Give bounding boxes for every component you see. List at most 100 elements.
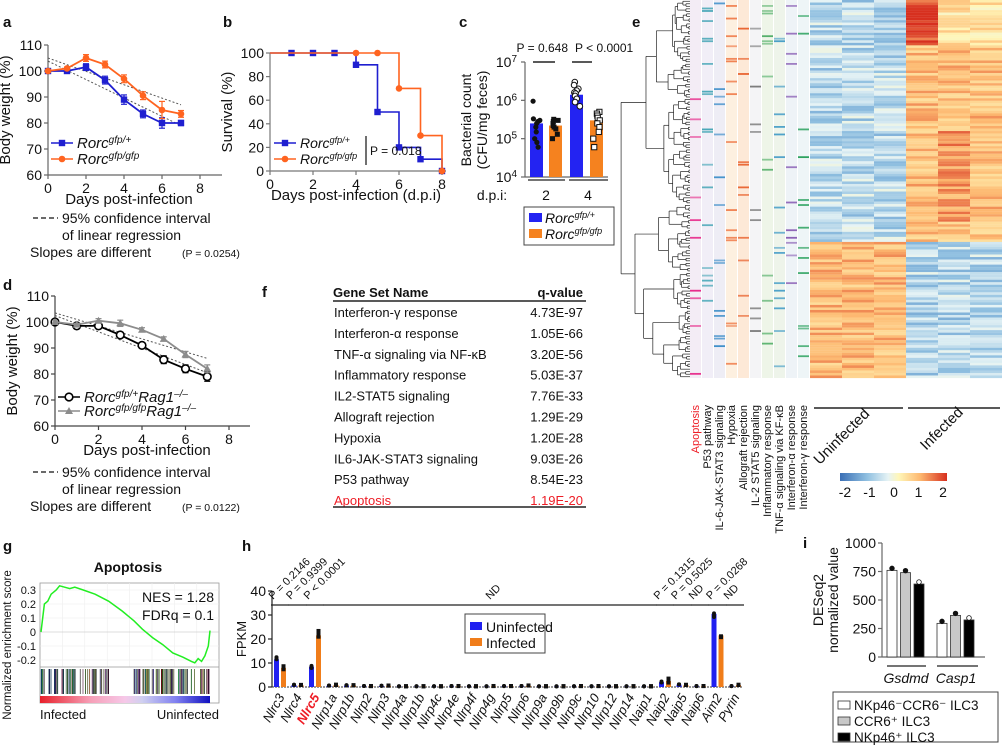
annotation-mark <box>726 362 737 365</box>
heatmap-cell <box>906 330 939 333</box>
heatmap-cell <box>938 294 971 298</box>
heatmap-cell <box>874 309 907 313</box>
heatmap-cell <box>842 347 875 351</box>
annotation-label: IL-6-JAK-STAT3 signaling <box>714 405 726 531</box>
x-tick-label: 2 <box>309 176 317 192</box>
y-axis-label: Normalized enrichment score <box>2 570 14 720</box>
heatmap-cell <box>874 60 907 64</box>
heatmap-cell <box>810 133 843 137</box>
heatmap-cell <box>906 289 939 293</box>
x-axis-label: Days post-infection (d.p.i) <box>271 187 441 204</box>
heatmap-cell <box>874 320 907 323</box>
heatmap-cell <box>906 131 939 134</box>
heatmap-cell <box>874 100 907 104</box>
legend-name: Rorc <box>545 226 575 242</box>
heatmap-cell <box>938 246 971 250</box>
heatmap-cell <box>906 231 939 235</box>
heatmap-cell <box>874 269 907 273</box>
heatmap-cell <box>810 37 843 41</box>
x-tick-label: 4 <box>120 180 128 196</box>
y-tick-label: 60 <box>33 418 49 434</box>
data-point <box>292 682 296 687</box>
heatmap-cell <box>970 264 1002 268</box>
heatmap-cell <box>810 194 843 197</box>
annotation-mark <box>726 239 737 242</box>
heatmap-cell <box>938 292 971 295</box>
heatmap-cell <box>874 221 907 225</box>
x-left-label: Infected <box>40 707 86 722</box>
annotation-mark <box>798 257 809 259</box>
data-point <box>334 682 338 687</box>
heatmap-cell <box>906 95 939 99</box>
heatmap-cell <box>810 30 843 33</box>
heatmap-cell <box>906 216 939 220</box>
y-tick-label: 80 <box>26 115 42 131</box>
heatmap-cell <box>842 360 875 363</box>
heatmap-cell <box>842 166 875 169</box>
annotation-mark <box>798 128 809 131</box>
heatmap-cell <box>970 173 1002 177</box>
x-tick-label: 8 <box>225 431 233 447</box>
heatmap-cell <box>810 304 843 308</box>
legend-sup: gfp/gfp <box>116 403 147 414</box>
heatmap-cell <box>874 183 907 187</box>
heatmap-cell <box>874 325 907 328</box>
heatmap-cell <box>874 55 907 59</box>
heatmap-cell <box>842 244 875 248</box>
heatmap-cell <box>810 168 843 172</box>
heatmap-cell <box>938 229 971 232</box>
annotation-mark <box>798 15 809 17</box>
data-point <box>101 76 109 84</box>
heatmap-cell <box>842 98 875 101</box>
heatmap-cell <box>970 176 1002 180</box>
heatmap-cell <box>842 239 875 243</box>
heatmap-cell <box>874 299 907 303</box>
heatmap-cell <box>938 65 971 69</box>
heatmap-cell <box>906 171 939 174</box>
heatmap-cell <box>970 100 1002 104</box>
heatmap-cell <box>970 37 1002 41</box>
heatmap-cell <box>938 209 971 212</box>
heatmap-cell <box>970 110 1002 114</box>
heatmap-cell <box>906 219 939 222</box>
y-tick-label: 750 <box>853 564 877 580</box>
data-point <box>649 684 653 689</box>
annotation-mark <box>774 126 785 128</box>
heatmap-cell <box>810 312 843 316</box>
annotation-track-3 <box>726 0 737 378</box>
heatmap-cell <box>938 249 971 253</box>
heatmap-cell <box>970 252 1002 255</box>
series-line-0 <box>48 66 181 124</box>
data-point <box>642 684 646 689</box>
heatmap-cell <box>874 239 907 243</box>
heatmap-cell <box>810 161 843 164</box>
heatmap-cell <box>970 246 1002 250</box>
data-point <box>439 684 443 689</box>
heatmap-cell <box>970 234 1002 237</box>
heatmap-cell <box>810 95 843 99</box>
heatmap-cell <box>970 55 1002 59</box>
heatmap-cell <box>874 209 907 212</box>
heatmap-cell <box>970 340 1002 343</box>
heatmap-cell <box>810 257 843 260</box>
heatmap-cell <box>938 103 971 106</box>
annotation-mark <box>726 60 737 63</box>
annotation-mark <box>798 355 809 358</box>
heatmap-cell <box>842 307 875 311</box>
annotation-mark <box>774 231 785 234</box>
heatmap-cell <box>970 335 1002 338</box>
data-point <box>607 684 611 689</box>
heatmap-cell <box>842 302 875 306</box>
heatmap-cell <box>938 330 971 333</box>
heatmap-cell <box>874 236 907 240</box>
data-point <box>101 61 109 68</box>
heatmap-cell <box>842 332 875 336</box>
annotation-mark <box>798 204 809 206</box>
heatmap-cell <box>874 163 907 167</box>
annotation-mark <box>690 196 701 199</box>
heatmap-cell <box>970 85 1002 89</box>
heatmap-cell <box>906 0 939 3</box>
heatmap-cell <box>970 304 1002 308</box>
heatmap-cell <box>938 297 971 300</box>
heatmap-cell <box>906 246 939 250</box>
